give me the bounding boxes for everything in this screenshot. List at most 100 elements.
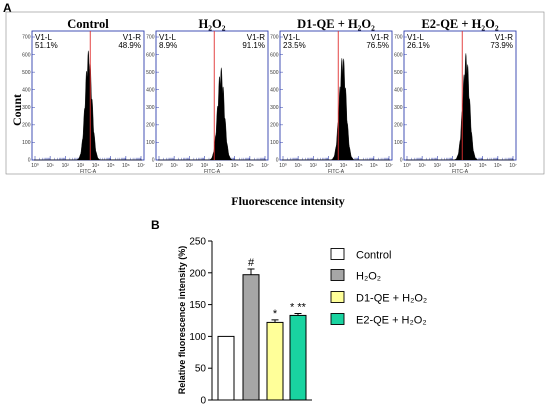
y-tick-label: 600 [394, 52, 403, 58]
y-tick-label: 100 [22, 140, 31, 146]
x-tick-label: 10² [434, 163, 442, 169]
histogram-title: E2-QE + H₂O₂ [421, 17, 498, 31]
y-tick-label: 100 [146, 140, 155, 146]
x-tick-label: 10⁷ [261, 163, 269, 169]
x-tick-label: 10⁰ [155, 163, 163, 169]
x-tick-label: 10⁵ [355, 163, 363, 169]
gate-right-label: V1-R [247, 33, 265, 42]
legend-label: E2-QE + H₂O₂ [356, 315, 427, 327]
gate-left-label: V1-L [283, 33, 300, 42]
x-tick-label: 10⁷ [385, 163, 393, 169]
x-tick-label: 10⁵ [107, 163, 115, 169]
legend-label: D1-QE + H₂O₂ [356, 293, 427, 305]
y-tick-label: 0 [400, 158, 403, 164]
plot-frame [155, 30, 269, 161]
legend-label: H₂O₂ [356, 271, 381, 283]
x-tick-label: 10⁶ [494, 163, 502, 169]
x-tick-label: 10⁴ [92, 163, 100, 169]
x-tick-label: 10¹ [47, 163, 55, 169]
y-tick-label: 200 [270, 123, 279, 129]
panel-b-label: B [151, 218, 160, 232]
histogram-panel-2: H₂O₂ 0 100 200 300 400 500 600 700 10⁰ 10¹ 10² 10³ 10… [146, 17, 269, 175]
x-tick-label: 10¹ [419, 163, 427, 169]
x-tick-label: 10³ [201, 163, 209, 169]
y-tick-label: 400 [394, 87, 403, 93]
y-tick-label: 400 [22, 87, 31, 93]
histogram-panel-3: D1-QE + H₂O₂ 0 100 200 300 400 500 600 700 10⁰ 10¹… [270, 17, 393, 175]
y-tick-label: 600 [270, 52, 279, 58]
bar-2 [242, 274, 260, 401]
y-tick-label: 500 [146, 70, 155, 76]
y-tick-label: 300 [270, 105, 279, 111]
bar-y-tick-label: 100 [189, 332, 206, 343]
bar-y-tick-label: 200 [189, 268, 206, 279]
x-tick-label: 10⁷ [137, 163, 145, 169]
x-axis-name: FITC-A [204, 169, 221, 175]
y-tick-label: 500 [270, 70, 279, 76]
histogram-distribution [405, 53, 515, 161]
y-tick-label: 700 [146, 35, 155, 41]
gate-right-value: 76.5% [366, 41, 389, 50]
significance-marker: * [273, 308, 278, 320]
x-tick-label: 10² [186, 163, 194, 169]
x-tick-label: 10³ [449, 163, 457, 169]
x-tick-label: 10² [62, 163, 70, 169]
y-tick-label: 300 [22, 105, 31, 111]
x-tick-label: 10⁵ [479, 163, 487, 169]
gate-left-label: V1-L [407, 33, 424, 42]
histogram-distribution [33, 50, 143, 161]
y-tick-label: 200 [394, 123, 403, 129]
gate-left-value: 23.5% [283, 41, 306, 50]
x-axis-name: FITC-A [452, 169, 469, 175]
x-tick-label: 10⁶ [246, 163, 254, 169]
significance-marker: # [248, 257, 255, 269]
y-tick-label: 500 [394, 70, 403, 76]
bar-y-tick-label: 150 [189, 300, 206, 311]
x-tick-label: 10⁰ [279, 163, 287, 169]
gate-left-value: 51.1% [35, 41, 58, 50]
panel-a-frame [5, 11, 545, 175]
x-tick-label: 10³ [325, 163, 333, 169]
y-tick-label: 100 [394, 140, 403, 146]
y-tick-label: 400 [270, 87, 279, 93]
count-axis-label: Count [10, 94, 24, 126]
x-tick-label: 10⁰ [31, 163, 39, 169]
x-tick-label: 10² [310, 163, 318, 169]
histogram-title: Control [67, 17, 109, 31]
histogram-panel-1: Control 0 100 200 300 400 500 600 700 10⁰ 10¹ 10² 10… [22, 17, 145, 175]
bar-chart: Relative fluorescence intensity (%) 0 50 10… [177, 237, 312, 407]
legend-swatch [330, 291, 345, 303]
x-tick-label: 10⁶ [122, 163, 130, 169]
y-tick-label: 0 [28, 158, 31, 164]
y-tick-label: 700 [394, 35, 403, 41]
y-tick-label: 300 [394, 105, 403, 111]
histogram-title: D1-QE + H₂O₂ [297, 17, 375, 31]
gate-right-label: V1-R [123, 33, 141, 42]
gate-left-label: V1-L [159, 33, 176, 42]
y-tick-label: 700 [270, 35, 279, 41]
histogram-title: H₂O₂ [199, 17, 226, 31]
legend-swatch [330, 313, 345, 325]
y-tick-label: 200 [146, 123, 155, 129]
gate-right-label: V1-R [495, 33, 513, 42]
panel-a-label: A [3, 1, 12, 15]
y-tick-label: 0 [152, 158, 155, 164]
bar-3 [266, 321, 284, 401]
y-tick-label: 300 [146, 105, 155, 111]
x-tick-label: 10³ [77, 163, 85, 169]
x-tick-label: 10⁴ [216, 163, 224, 169]
fluorescence-axis-label: Fluorescence intensity [231, 194, 344, 208]
gate-left-value: 8.9% [159, 41, 177, 50]
y-tick-label: 100 [270, 140, 279, 146]
gate-left-label: V1-L [35, 33, 52, 42]
bar-y-axis-label: Relative fluorescence intensity (%) [177, 246, 187, 395]
x-tick-label: 10⁴ [464, 163, 472, 169]
histogram-panels: Control 0 100 200 300 400 500 600 700 10⁰ 10¹ 10² 10… [22, 17, 517, 175]
legend-swatch [330, 269, 345, 281]
x-tick-label: 10¹ [295, 163, 303, 169]
x-axis-name: FITC-A [328, 169, 345, 175]
legend-swatch [330, 248, 345, 260]
y-tick-label: 0 [276, 158, 279, 164]
x-tick-label: 10⁷ [509, 163, 517, 169]
